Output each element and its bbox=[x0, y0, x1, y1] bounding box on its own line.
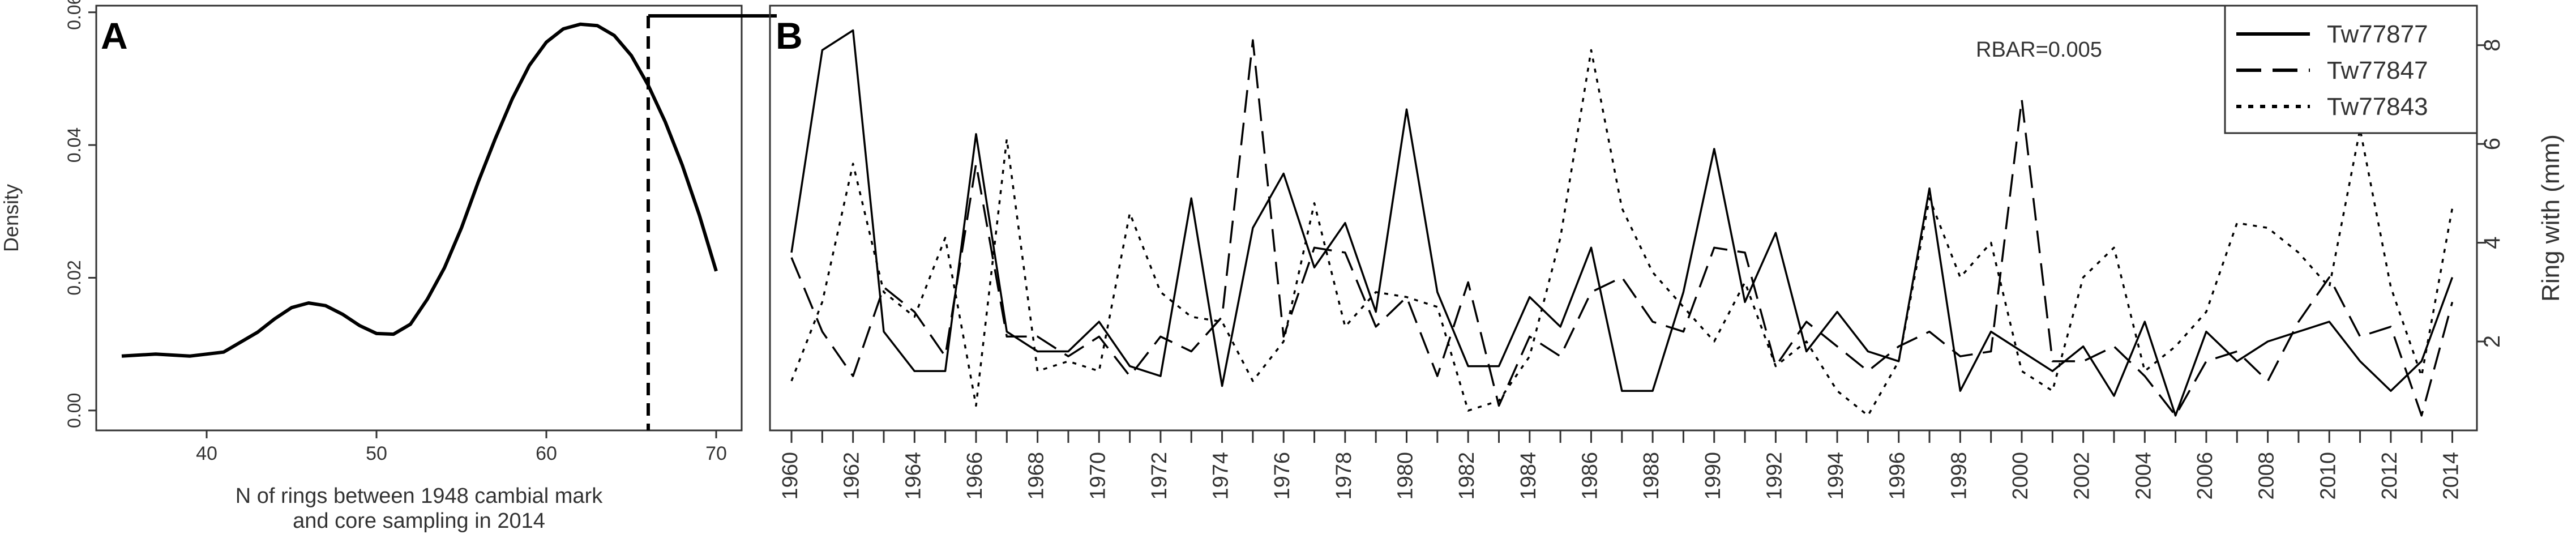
panel-b-x-axis: 1960 1962 1964 1966 1968 1970 1972 1974 1976 1978… bbox=[778, 430, 2463, 500]
panel-b-x-tick-label: 1968 bbox=[1025, 452, 1049, 500]
legend-label-Tw77843: Tw77843 bbox=[2327, 93, 2428, 121]
panel-b-x-tick-label: 1962 bbox=[840, 452, 864, 500]
panel-a-label: A bbox=[101, 15, 128, 57]
legend: Tw77877 Tw77847 Tw77843 bbox=[2224, 5, 2478, 134]
panel-b-x-tick-label: 2002 bbox=[2070, 452, 2094, 500]
panel-b-y-tick-label: 4 bbox=[2480, 236, 2505, 249]
panel-a-x-tick-label: 70 bbox=[705, 443, 727, 464]
panel-b-x-tick-label: 1982 bbox=[1455, 452, 1479, 500]
panel-b-x-tick-label: 1988 bbox=[1640, 452, 1663, 500]
panel-b-x-tick-label: 1976 bbox=[1270, 452, 1294, 500]
legend-label-Tw77877: Tw77877 bbox=[2327, 20, 2428, 48]
panel-a-y-tick-label: 0.00 bbox=[64, 393, 84, 428]
series-line-Tw77877 bbox=[790, 29, 2454, 417]
panel-b-x-tick-label: 2012 bbox=[2378, 452, 2402, 500]
panel-b-x-tick-label: 1998 bbox=[1947, 452, 1971, 500]
panel-a-x-tick-label: 60 bbox=[536, 443, 557, 464]
panel-b-y-tick-label: 8 bbox=[2480, 39, 2505, 52]
panel-b-x-tick-label: 1970 bbox=[1086, 452, 1110, 500]
panel-b-series-group bbox=[790, 29, 2454, 417]
panel-a-y-axis: 0.00 0.02 0.04 0.06 bbox=[64, 0, 96, 428]
panel-a-x-tick-label: 50 bbox=[366, 443, 387, 464]
panel-a-x-tick-label: 40 bbox=[196, 443, 217, 464]
panel-a-x-axis: 40 50 60 70 bbox=[196, 430, 727, 464]
rbar-annotation: RBAR=0.005 bbox=[1976, 38, 2102, 62]
panel-b-x-tick-label: 1972 bbox=[1148, 452, 1171, 500]
panel-b-x-tick-label: 1974 bbox=[1209, 452, 1233, 500]
panel-a: A 40 50 60 70 0.00 0.02 0.04 0.06 Density N of… bbox=[0, 0, 743, 533]
density-curve bbox=[121, 22, 718, 358]
panel-a-y-tick-label: 0.02 bbox=[64, 260, 84, 295]
panel-b-x-tick-label: 1978 bbox=[1332, 452, 1356, 500]
panel-b-x-tick-label: 2000 bbox=[2009, 452, 2032, 500]
panel-b-x-tick-label: 1990 bbox=[1701, 452, 1725, 500]
panel-b-x-tick-label: 1980 bbox=[1394, 452, 1418, 500]
panel-a-plot-frame bbox=[95, 5, 743, 432]
panel-b-x-tick-label: 2004 bbox=[2132, 452, 2155, 500]
panel-b-x-tick-label: 1984 bbox=[1517, 452, 1541, 500]
panel-b-y-tick-label: 6 bbox=[2480, 138, 2505, 150]
panel-b: B RBAR=0.005 1960 1962 1964 1966 1968 1970 197… bbox=[769, 5, 2565, 500]
panel-b-plot-frame bbox=[769, 5, 2478, 432]
series-line-Tw77847 bbox=[790, 39, 2454, 417]
panel-b-x-tick-label: 2010 bbox=[2316, 452, 2340, 500]
panel-b-x-tick-label: 1964 bbox=[901, 452, 925, 500]
panel-a-y-tick-label: 0.04 bbox=[64, 127, 84, 163]
panel-b-x-tick-label: 1996 bbox=[1886, 452, 1910, 500]
legend-box bbox=[2224, 5, 2478, 134]
panel-b-x-tick-label: 1966 bbox=[963, 452, 987, 500]
panel-b-x-tick-label: 1994 bbox=[1824, 452, 1848, 500]
panel-b-y-axis-label: Ring with (mm) bbox=[2537, 134, 2565, 302]
panel-b-x-tick-label: 1986 bbox=[1578, 452, 1602, 500]
panel-a-x-axis-label-line2: and core sampling in 2014 bbox=[293, 509, 545, 533]
panel-b-x-tick-label: 2006 bbox=[2193, 452, 2217, 500]
panel-b-x-tick-label: 1960 bbox=[778, 452, 802, 500]
panel-a-y-tick-label: 0.06 bbox=[64, 0, 84, 30]
series-line-Tw77843 bbox=[790, 49, 2454, 417]
panel-b-y-tick-label: 2 bbox=[2480, 335, 2505, 348]
panel-b-x-tick-label: 2014 bbox=[2440, 452, 2463, 500]
panel-b-x-tick-label: 1992 bbox=[1762, 452, 1786, 500]
panel-b-label: B bbox=[776, 15, 803, 57]
panel-a-x-axis-label-line1: N of rings between 1948 cambial mark bbox=[236, 484, 603, 508]
panel-a-y-axis-label: Density bbox=[0, 184, 23, 252]
legend-label-Tw77847: Tw77847 bbox=[2327, 57, 2428, 84]
panel-b-y-axis: 2 4 6 8 bbox=[2477, 39, 2505, 348]
panel-b-x-tick-label: 2008 bbox=[2255, 452, 2279, 500]
